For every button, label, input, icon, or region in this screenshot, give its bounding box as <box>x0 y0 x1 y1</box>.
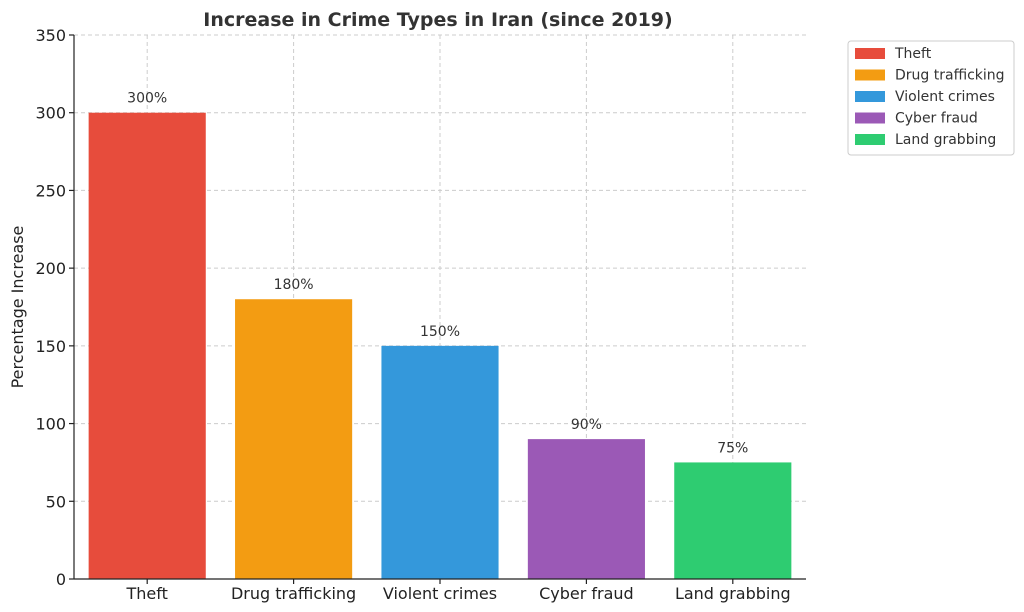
legend-entry: Drug trafficking <box>895 68 1005 84</box>
legend-swatch <box>855 134 885 145</box>
legend-swatch <box>855 69 885 81</box>
bar-land-grabbing <box>674 462 792 579</box>
bar-drug-trafficking <box>235 299 353 579</box>
legend-entry: Violent crimes <box>895 89 995 105</box>
chart-title: Increase in Crime Types in Iran (since 2… <box>203 9 672 31</box>
y-tick-label: 250 <box>35 181 66 200</box>
y-tick-label: 200 <box>35 259 66 278</box>
data-label: 180% <box>274 277 314 293</box>
data-label: 75% <box>717 440 748 456</box>
legend-swatch <box>855 91 885 102</box>
legend-swatch <box>855 48 885 59</box>
data-labels-layer: 300% 180% 150% 90% 75% <box>127 91 748 457</box>
bars-layer <box>88 112 792 579</box>
y-tick-label: 0 <box>56 570 66 589</box>
y-tick-label: 150 <box>35 337 66 356</box>
x-tick-label: Cyber fraud <box>539 584 634 603</box>
data-label: 150% <box>420 324 460 340</box>
legend-entry: Cyber fraud <box>895 111 978 127</box>
y-tick-label: 300 <box>35 104 66 123</box>
x-tick-label: Theft <box>126 584 168 603</box>
data-label: 300% <box>127 91 167 107</box>
x-tick-label: Drug trafficking <box>231 584 356 603</box>
axis-layer: 0 50 100 150 200 250 300 350 Theft Drug trafficki… <box>35 26 806 603</box>
y-axis-label: Percentage Increase <box>8 226 27 389</box>
y-tick-label: 100 <box>35 415 66 434</box>
bar-cyber-fraud <box>527 439 645 579</box>
x-tick-label: Land grabbing <box>675 584 791 603</box>
legend-box <box>847 40 1015 156</box>
y-tick-label: 50 <box>46 492 66 511</box>
bar-theft <box>88 112 206 579</box>
y-tick-label: 350 <box>35 26 66 45</box>
legend-entry: Theft <box>894 46 932 62</box>
data-label: 90% <box>571 417 602 433</box>
legend-swatch <box>855 112 885 124</box>
legend: Theft Drug trafficking Violent crimes Cyber… <box>847 40 1015 156</box>
legend-entry: Land grabbing <box>895 132 996 148</box>
bar-violent-crimes <box>381 345 499 579</box>
x-tick-label: Violent crimes <box>383 584 497 603</box>
